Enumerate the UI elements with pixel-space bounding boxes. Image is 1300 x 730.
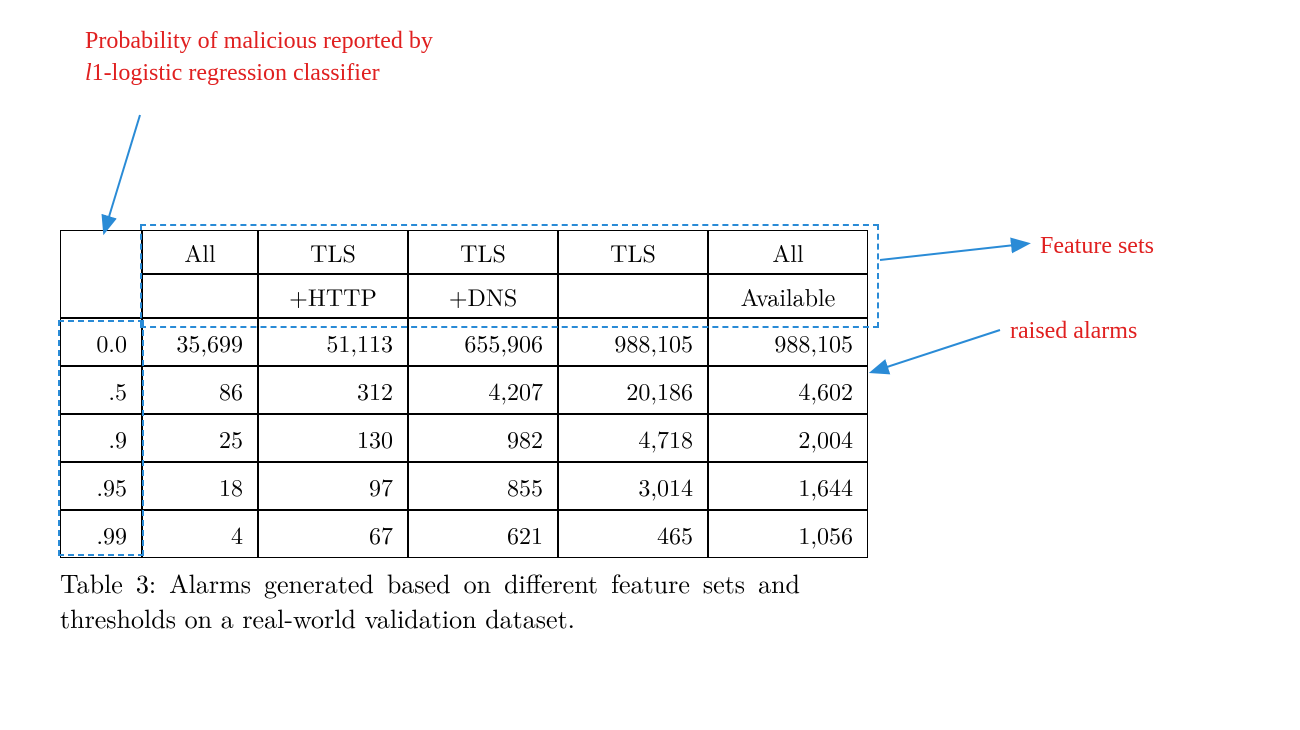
data-cell: 97: [258, 462, 408, 510]
table-row: .99 4 67 621 465 1,056: [60, 510, 868, 558]
col-header-1-line2: +HTTP: [258, 274, 408, 318]
col-header-1-line1: TLS: [258, 230, 408, 274]
data-cell: 982: [408, 414, 558, 462]
data-cell: 2,004: [708, 414, 868, 462]
threshold-cell: .95: [60, 462, 142, 510]
col-header-0-line2: [142, 274, 258, 318]
data-cell: 4: [142, 510, 258, 558]
table-header-row2: +HTTP +DNS Available: [60, 274, 868, 318]
data-cell: 312: [258, 366, 408, 414]
col-header-4-line1: All: [708, 230, 868, 274]
threshold-cell: 0.0: [60, 318, 142, 366]
col-header-2-line1: TLS: [408, 230, 558, 274]
data-table: All TLS TLS TLS All +HTTP +DNS Available…: [60, 230, 868, 558]
table-header-row1: All TLS TLS TLS All: [60, 230, 868, 274]
annotation-top-prefix: l: [85, 60, 92, 86]
annotation-top-line1: Probability of malicious reported by: [85, 28, 433, 54]
data-cell: 465: [558, 510, 708, 558]
data-cell: 35,699: [142, 318, 258, 366]
data-cell: 1,644: [708, 462, 868, 510]
data-cell: 25: [142, 414, 258, 462]
table-row: 0.0 35,699 51,113 655,906 988,105 988,10…: [60, 318, 868, 366]
annotation-feature-sets-text: Feature sets: [1040, 233, 1154, 259]
data-cell: 86: [142, 366, 258, 414]
table-row: .5 86 312 4,207 20,186 4,602: [60, 366, 868, 414]
col-header-3-line2: [558, 274, 708, 318]
col-header-4-line2: Available: [708, 274, 868, 318]
data-cell: 4,602: [708, 366, 868, 414]
data-cell: 67: [258, 510, 408, 558]
data-cell: 655,906: [408, 318, 558, 366]
data-cell: 988,105: [708, 318, 868, 366]
data-cell: 621: [408, 510, 558, 558]
data-cell: 20,186: [558, 366, 708, 414]
threshold-cell: .99: [60, 510, 142, 558]
annotation-raised-alarms-text: raised alarms: [1010, 318, 1137, 344]
data-cell: 988,105: [558, 318, 708, 366]
table-row: .9 25 130 982 4,718 2,004: [60, 414, 868, 462]
arrow-top: [108, 115, 140, 220]
table-corner-cell: [60, 230, 142, 318]
data-cell: 4,207: [408, 366, 558, 414]
col-header-3-line1: TLS: [558, 230, 708, 274]
threshold-cell: .9: [60, 414, 142, 462]
table-row: .95 18 97 855 3,014 1,644: [60, 462, 868, 510]
data-cell: 130: [258, 414, 408, 462]
data-cell: 4,718: [558, 414, 708, 462]
col-header-0-line1: All: [142, 230, 258, 274]
arrow-feature-sets: [880, 245, 1015, 260]
annotation-feature-sets: Feature sets: [1040, 230, 1154, 262]
annotation-raised-alarms: raised alarms: [1010, 315, 1137, 347]
table-caption: Table 3: Alarms generated based on diffe…: [60, 565, 800, 635]
threshold-cell: .5: [60, 366, 142, 414]
data-cell: 855: [408, 462, 558, 510]
data-cell: 1,056: [708, 510, 868, 558]
data-table-wrap: All TLS TLS TLS All +HTTP +DNS Available…: [60, 230, 868, 558]
col-header-2-line2: +DNS: [408, 274, 558, 318]
data-cell: 18: [142, 462, 258, 510]
data-cell: 51,113: [258, 318, 408, 366]
annotation-top: Probability of malicious reported by l1-…: [85, 25, 433, 90]
data-cell: 3,014: [558, 462, 708, 510]
arrow-raised-alarms: [884, 330, 1000, 368]
annotation-top-rest: 1-logistic regression classifier: [92, 60, 380, 86]
